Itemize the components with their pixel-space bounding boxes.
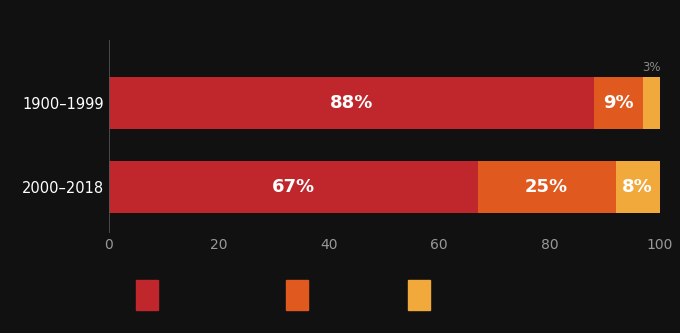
- Text: 67%: 67%: [272, 178, 315, 196]
- Bar: [109, 161, 478, 213]
- Text: 3%: 3%: [642, 61, 660, 74]
- Bar: [109, 77, 594, 129]
- Text: 25%: 25%: [525, 178, 568, 196]
- Text: 88%: 88%: [330, 94, 373, 112]
- Text: 8%: 8%: [622, 178, 653, 196]
- Bar: [594, 77, 643, 129]
- Bar: [615, 161, 660, 213]
- Text: 9%: 9%: [603, 94, 634, 112]
- Bar: [478, 161, 615, 213]
- Bar: [643, 77, 660, 129]
